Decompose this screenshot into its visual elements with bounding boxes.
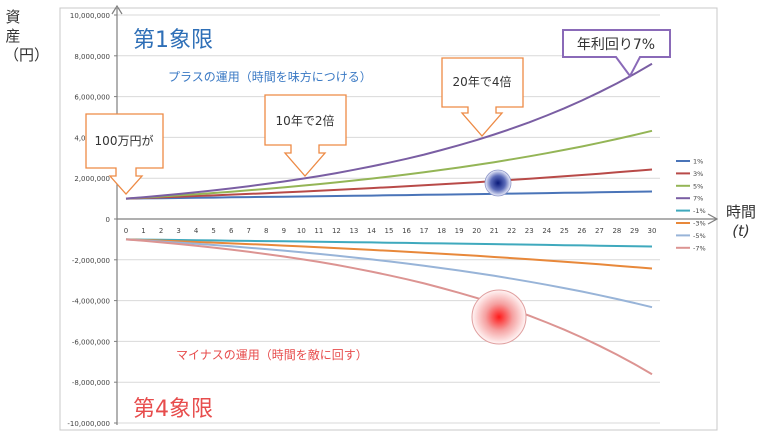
x-tick-labels: 0 1 2 3 4 5 6 7 8 9 10 11 12 13 14 15 16 17 18 19 20 21 22 23 24… bbox=[124, 227, 657, 235]
x-axis-label: 時間 bbox=[726, 203, 757, 221]
legend-label: 3% bbox=[693, 170, 703, 178]
gridlines bbox=[114, 14, 660, 424]
y-axis-arrow bbox=[111, 4, 123, 15]
x-tick-label: 4 bbox=[194, 227, 199, 235]
x-tick-label: 16 bbox=[402, 227, 411, 235]
legend-label: -3% bbox=[693, 220, 706, 228]
x-axis-unit: (t) bbox=[732, 222, 750, 240]
x-tick-label: 25 bbox=[560, 227, 569, 235]
y-tick-labels: -10,000,000 -8,000,000 -6,000,000 -4,000,00… bbox=[67, 12, 110, 428]
callout-start: 100万円が bbox=[85, 113, 164, 195]
x-tick-label: 26 bbox=[577, 227, 586, 235]
y-tick-label: 0 bbox=[106, 216, 110, 224]
quadrant-1-label: 第1象限 bbox=[133, 28, 213, 53]
x-tick-label: 7 bbox=[246, 227, 250, 235]
callout-rate: 年利回り7% bbox=[562, 29, 671, 78]
x-tick-label: 20 bbox=[472, 227, 481, 235]
x-tick-label: 3 bbox=[176, 227, 180, 235]
legend-label: 1% bbox=[693, 158, 703, 166]
x-tick-label: 17 bbox=[420, 227, 429, 235]
x-axis-arrow bbox=[707, 213, 719, 225]
y-tick-label: -8,000,000 bbox=[72, 379, 110, 387]
y-tick-label: -6,000,000 bbox=[72, 338, 110, 346]
x-tick-label: 12 bbox=[332, 227, 341, 235]
series-line--3% bbox=[125, 238, 653, 270]
series-line-5% bbox=[125, 129, 653, 200]
legend-label: -5% bbox=[693, 232, 706, 240]
series-line-7% bbox=[125, 62, 653, 200]
series-line-3% bbox=[125, 168, 653, 200]
series-line-1% bbox=[125, 190, 653, 200]
y-tick-label: 10,000,000 bbox=[70, 12, 110, 20]
x-tick-label: 1 bbox=[141, 227, 145, 235]
svg-text:10年で2倍: 10年で2倍 bbox=[276, 113, 335, 128]
callout-twenty-years: 20年で4倍 bbox=[441, 57, 524, 137]
x-tick-label: 2 bbox=[159, 227, 163, 235]
series-line--5% bbox=[125, 238, 653, 309]
x-tick-label: 10 bbox=[297, 227, 306, 235]
x-tick-label: 5 bbox=[211, 227, 215, 235]
series-line--1% bbox=[125, 238, 653, 248]
x-tick-label: 13 bbox=[349, 227, 358, 235]
x-axis-title: 時間 (t) bbox=[726, 203, 756, 241]
x-tick-label: 23 bbox=[525, 227, 534, 235]
svg-text:20年で4倍: 20年で4倍 bbox=[453, 74, 512, 89]
x-tick-label: 22 bbox=[507, 227, 516, 235]
x-tick-label: 27 bbox=[595, 227, 604, 235]
svg-text:年利回り7%: 年利回り7% bbox=[577, 37, 655, 53]
x-tick-label: 14 bbox=[367, 227, 376, 235]
x-tick-label: 21 bbox=[490, 227, 499, 235]
legend-label: -1% bbox=[693, 207, 706, 215]
legend-label: 7% bbox=[693, 195, 703, 203]
legend-label: 5% bbox=[693, 182, 703, 190]
x-tick-label: 8 bbox=[264, 227, 268, 235]
plus-annotation: プラスの運用（時間を味方につける） bbox=[168, 69, 372, 84]
y-tick-label: -10,000,000 bbox=[67, 420, 110, 428]
red-sphere-marker bbox=[471, 289, 527, 345]
x-tick-label: 9 bbox=[282, 227, 286, 235]
y-tick-label: 2,000,000 bbox=[74, 175, 110, 183]
x-tick-label: 28 bbox=[612, 227, 621, 235]
y-tick-label: 6,000,000 bbox=[74, 94, 110, 102]
axes bbox=[111, 4, 719, 425]
y-tick-label: -2,000,000 bbox=[72, 257, 110, 265]
x-tick-label: 30 bbox=[648, 227, 657, 235]
minus-annotation: マイナスの運用（時間を敵に回す） bbox=[176, 347, 368, 362]
callout-ten-years: 10年で2倍 bbox=[264, 94, 347, 177]
x-tick-label: 29 bbox=[630, 227, 639, 235]
legend: 1% 3% 5% 7% -1% -3% -5% -7% bbox=[676, 158, 706, 252]
x-tick-label: 19 bbox=[455, 227, 464, 235]
y-tick-label: 8,000,000 bbox=[74, 53, 110, 61]
y-tick-label: -4,000,000 bbox=[72, 298, 110, 306]
x-tick-label: 18 bbox=[437, 227, 446, 235]
x-tick-label: 24 bbox=[542, 227, 551, 235]
svg-text:100万円が: 100万円が bbox=[95, 133, 154, 148]
quadrant-4-label: 第4象限 bbox=[133, 397, 213, 422]
blue-sphere-marker bbox=[484, 169, 512, 197]
series-lines bbox=[125, 62, 653, 376]
legend-label: -7% bbox=[693, 244, 706, 252]
x-tick-label: 11 bbox=[314, 227, 323, 235]
x-tick-label: 6 bbox=[229, 227, 234, 235]
x-tick-label: 15 bbox=[385, 227, 394, 235]
x-tick-label: 0 bbox=[124, 227, 128, 235]
series-line--7% bbox=[125, 238, 653, 376]
